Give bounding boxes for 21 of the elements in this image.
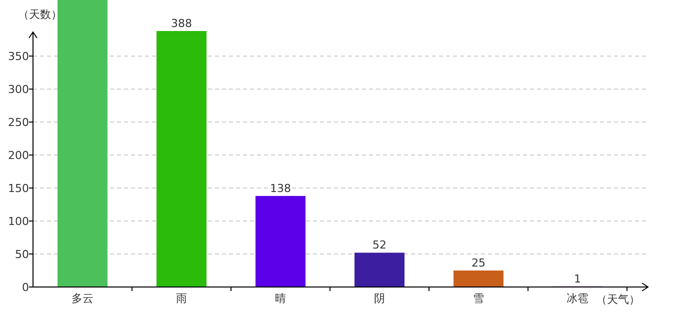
y-tick-label: 350 — [8, 50, 29, 64]
data-label: 1 — [574, 272, 581, 286]
x-axis-title: （天气） — [596, 293, 640, 306]
x-tick-label: 冰雹 — [566, 292, 588, 305]
x-tick-label: 阴 — [374, 292, 385, 305]
x-tick-label: 晴 — [275, 292, 286, 305]
y-tick-label: 0 — [22, 281, 29, 294]
y-tick-label: 100 — [8, 215, 29, 228]
data-label: 25 — [472, 256, 486, 270]
x-tick-label: 多云 — [72, 292, 94, 305]
y-tick-label: 200 — [8, 149, 29, 162]
x-tick-label: 雨 — [176, 292, 187, 305]
data-label: 52 — [372, 238, 386, 252]
y-tick-label: 50 — [15, 248, 29, 262]
data-label: 388 — [171, 17, 192, 30]
y-tick-label: 250 — [8, 116, 29, 130]
x-tick-label: 雪 — [473, 292, 484, 305]
y-axis-title: （天数） — [18, 8, 62, 21]
y-tick-label: 300 — [8, 83, 29, 96]
y-tick-label: 150 — [8, 182, 29, 196]
data-label: 138 — [270, 182, 291, 195]
